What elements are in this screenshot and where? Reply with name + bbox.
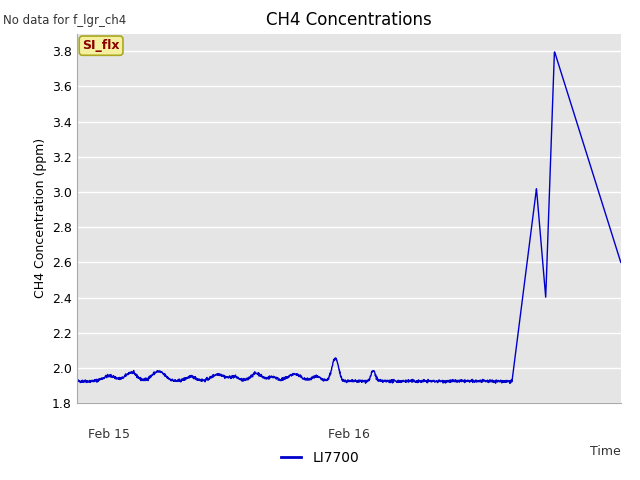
Text: Time: Time bbox=[590, 445, 621, 458]
Title: CH4 Concentrations: CH4 Concentrations bbox=[266, 11, 431, 29]
Legend: LI7700: LI7700 bbox=[275, 445, 365, 471]
Text: Feb 15: Feb 15 bbox=[88, 428, 130, 441]
Text: SI_flx: SI_flx bbox=[83, 39, 120, 52]
Text: No data for f_lgr_ch4: No data for f_lgr_ch4 bbox=[3, 14, 127, 27]
Y-axis label: CH4 Concentration (ppm): CH4 Concentration (ppm) bbox=[33, 138, 47, 299]
Text: Feb 16: Feb 16 bbox=[328, 428, 370, 441]
